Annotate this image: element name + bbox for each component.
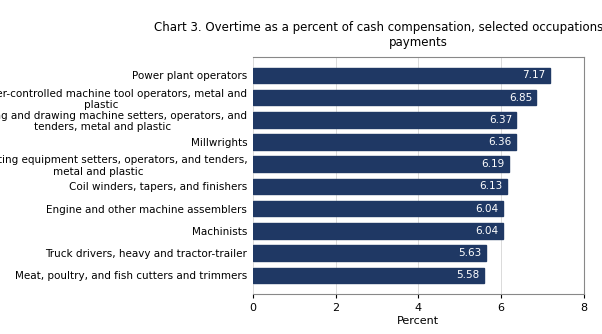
Bar (253, 179, 506, 194)
Title: Chart 3. Overtime as a percent of cash compensation, selected occupations with p: Chart 3. Overtime as a percent of cash c… (154, 21, 602, 49)
Text: 5.58: 5.58 (456, 270, 480, 280)
Bar (253, 156, 509, 172)
Bar (253, 223, 503, 239)
Bar (253, 268, 484, 283)
Text: 6.04: 6.04 (476, 226, 498, 236)
Bar (253, 134, 516, 150)
X-axis label: Percent: Percent (397, 316, 439, 326)
Text: 6.36: 6.36 (489, 137, 512, 147)
Bar (253, 67, 550, 83)
Bar (253, 245, 486, 261)
Text: 6.85: 6.85 (509, 93, 532, 103)
Bar (253, 201, 503, 216)
Text: 7.17: 7.17 (522, 70, 545, 80)
Text: 6.37: 6.37 (489, 115, 512, 125)
Text: 6.04: 6.04 (476, 204, 498, 214)
Bar (253, 112, 517, 128)
Text: 5.63: 5.63 (459, 248, 482, 258)
Text: 6.13: 6.13 (479, 181, 503, 191)
Bar (253, 90, 536, 105)
Text: 6.19: 6.19 (482, 159, 505, 169)
